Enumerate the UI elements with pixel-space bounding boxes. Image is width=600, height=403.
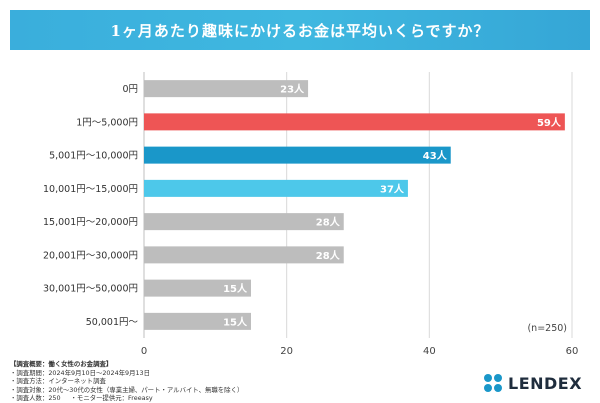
footer-provider: ・モニター提供元：Freeasy — [70, 394, 153, 403]
sample-size-annotation: (n=250) — [527, 323, 567, 334]
bar — [144, 113, 565, 131]
bar-chart: 0 20 40 60 0円 23人 1円〜5,000円 59人 5,001円〜10,000円 43… — [43, 72, 579, 357]
footer-count: ・調査人数：250 — [10, 394, 61, 403]
bar — [144, 279, 251, 297]
data-label: 37人 — [380, 182, 405, 195]
category-label: 20,001円〜30,000円 — [43, 250, 138, 261]
footer-target: ・調査対象：20代〜30代の女性（専業主婦、パート・アルバイト、無職を除く） — [10, 385, 244, 394]
footer-method: ・調査方法：インターネット調査 — [10, 377, 106, 386]
data-label: 23人 — [280, 83, 305, 96]
bar — [144, 213, 344, 231]
category-label: 1円〜5,000円 — [76, 117, 138, 128]
logo-text: LENDEX — [508, 373, 583, 393]
bar — [144, 179, 408, 197]
bar — [144, 246, 344, 264]
bar — [144, 146, 451, 164]
data-label: 15人 — [223, 315, 248, 328]
x-tick-label: 60 — [566, 346, 579, 357]
x-tick-label: 0 — [141, 346, 147, 357]
data-label: 28人 — [316, 216, 341, 229]
bar — [144, 312, 251, 330]
survey-footer: 【調査概要：働く女性のお金調査】 ・調査期間：2024年9月10日〜2024年9… — [10, 360, 480, 403]
bar — [144, 80, 309, 98]
footer-period: ・調査期間：2024年9月10日〜2024年9月13日 — [10, 368, 151, 377]
category-label: 5,001円〜10,000円 — [49, 151, 138, 162]
x-tick-label: 20 — [280, 346, 293, 357]
chart-title: 1ヶ月あたり趣味にかけるお金は平均いくらですか？ — [10, 10, 590, 50]
footer-heading: 【調査概要：働く女性のお金調査】 — [10, 360, 113, 368]
category-label: 50,001円〜 — [86, 317, 139, 328]
lendex-logo: LENDEX — [482, 371, 582, 395]
data-label: 28人 — [316, 249, 341, 262]
x-tick-label: 40 — [423, 346, 436, 357]
category-label: 15,001円〜20,000円 — [43, 217, 138, 228]
data-label: 59人 — [537, 116, 562, 129]
category-label: 0円 — [122, 84, 138, 95]
data-label: 15人 — [223, 282, 248, 295]
category-label: 30,001円〜50,000円 — [43, 284, 138, 295]
category-label: 10,001円〜15,000円 — [43, 184, 138, 195]
data-label: 43人 — [423, 149, 448, 162]
lendex-x-logo-icon — [484, 374, 502, 392]
